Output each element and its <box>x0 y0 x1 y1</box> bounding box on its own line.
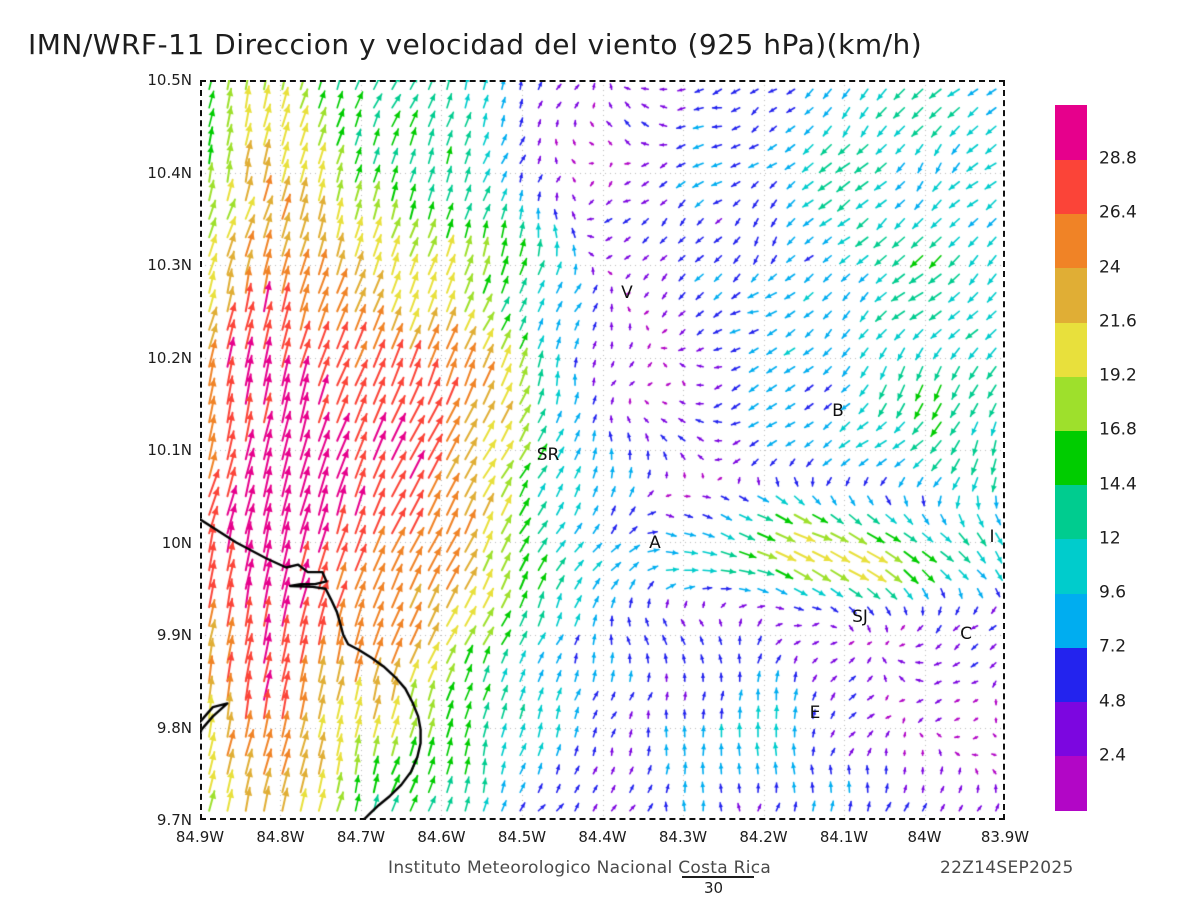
colorbar-label-12: 12 <box>1099 528 1121 549</box>
reference-vector-bar <box>682 876 754 878</box>
colorbar-label-7.2: 7.2 <box>1099 636 1127 657</box>
city-label-B: B <box>832 401 844 421</box>
city-label-E: E <box>809 703 821 723</box>
x-tick-84.6W: 84.6W <box>417 828 466 846</box>
y-tick-10.2N: 10.2N <box>147 348 192 367</box>
colorbar-label-24: 24 <box>1099 257 1121 278</box>
colorbar: 2.4 4.8 7.2 9.6 12 14.4 16.8 19.2 21.6 24 26.4 28.8 <box>1055 105 1137 811</box>
y-tick-9.7N: 9.7N <box>156 811 192 829</box>
colorbar-band-11 <box>1055 159 1087 215</box>
colorbar-label-19.2: 19.2 <box>1099 365 1137 386</box>
city-label-A: A <box>649 533 661 553</box>
y-tick-9.9N: 9.9N <box>156 626 192 644</box>
x-tick-84.3W: 84.3W <box>658 828 708 846</box>
x-tick-84.5W: 84.5W <box>497 828 547 846</box>
city-label-C: C <box>960 624 972 644</box>
city-label-L: I <box>989 527 995 547</box>
colorbar-band-6 <box>1055 430 1087 486</box>
colorbar-band-3 <box>1055 593 1087 648</box>
colorbar-band-5 <box>1055 484 1087 540</box>
colorbar-label-2.4: 2.4 <box>1099 745 1127 766</box>
colorbar-band-9 <box>1055 267 1087 323</box>
x-tick-83.9W: 83.9W <box>980 828 1030 846</box>
colorbar-label-28.8: 28.8 <box>1099 148 1137 169</box>
y-tick-10N: 10N <box>161 533 192 552</box>
colorbar-label-21.6: 21.6 <box>1099 311 1137 332</box>
colorbar-band-7 <box>1055 376 1087 431</box>
wind-vector-plot <box>200 80 1005 820</box>
colorbar-band-4 <box>1055 538 1087 594</box>
y-tick-9.8N: 9.8N <box>156 718 192 737</box>
colorbar-band-10 <box>1055 213 1087 269</box>
colorbar-band-12 <box>1055 105 1087 160</box>
city-label-SR: SR <box>536 445 560 465</box>
colorbar-label-16.8: 16.8 <box>1099 419 1137 440</box>
reference-vector-label: 30 <box>704 879 724 897</box>
colorbar-band-8 <box>1055 321 1087 377</box>
footer-timestamp: 22Z14SEP2025 <box>940 858 1074 878</box>
x-tick-84.7W: 84.7W <box>336 828 386 846</box>
colorbar-band-0 <box>1055 755 1087 811</box>
x-tick-84.9W: 84.9W <box>175 828 225 846</box>
y-tick-10.3N: 10.3N <box>147 256 192 274</box>
y-tick-10.4N: 10.4N <box>147 163 192 182</box>
x-tick-84.1W: 84.1W <box>819 828 869 846</box>
x-tick-84W: 84W <box>907 828 942 846</box>
x-tick-84.2W: 84.2W <box>739 828 788 846</box>
colorbar-band-2 <box>1055 647 1087 703</box>
city-label-SJ: SJ <box>852 607 868 627</box>
x-tick-84.4W: 84.4W <box>578 828 627 846</box>
colorbar-label-26.4: 26.4 <box>1099 203 1137 224</box>
colorbar-label-14.4: 14.4 <box>1099 474 1137 495</box>
colorbar-label-9.6: 9.6 <box>1099 582 1127 603</box>
y-tick-10.5N: 10.5N <box>147 71 192 89</box>
city-label-V: V <box>621 283 633 303</box>
colorbar-label-4.8: 4.8 <box>1099 691 1127 712</box>
x-tick-84.8W: 84.8W <box>256 828 305 846</box>
y-tick-10.1N: 10.1N <box>147 441 192 459</box>
colorbar-band-1 <box>1055 701 1087 757</box>
page-title: IMN/WRF-11 Direccion y velocidad del vie… <box>28 28 923 61</box>
footer-institute: Instituto Meteorologico Nacional Costa R… <box>388 858 772 878</box>
